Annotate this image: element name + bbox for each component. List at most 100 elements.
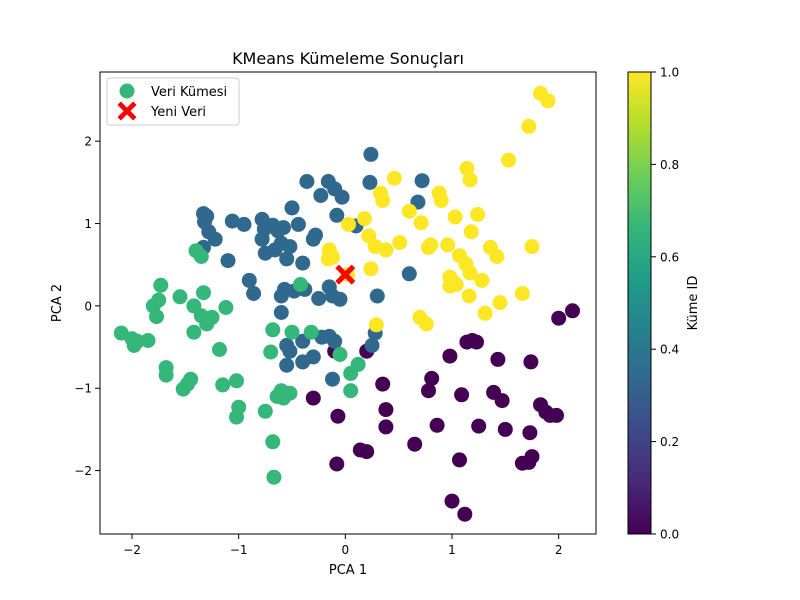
data-point-cluster-0 <box>444 493 460 509</box>
data-point-cluster-0 <box>378 402 394 418</box>
data-point-cluster-3 <box>378 242 394 258</box>
data-point-cluster-3 <box>413 215 429 231</box>
data-point-cluster-0 <box>442 348 458 364</box>
legend-points-label: Veri Kümesi <box>151 85 227 100</box>
y-tick-label: −1 <box>74 382 92 396</box>
data-point-cluster-3 <box>448 277 464 292</box>
data-point-cluster-3 <box>341 216 356 232</box>
y-tick-label: 0 <box>84 299 92 313</box>
data-point-cluster-2 <box>350 356 366 372</box>
data-point-cluster-2 <box>293 277 308 292</box>
data-point-cluster-0 <box>421 383 436 399</box>
data-point-cluster-2 <box>140 333 156 348</box>
data-point-cluster-2 <box>196 285 211 301</box>
y-axis-label: PCA 2 <box>50 284 65 322</box>
data-point-cluster-3 <box>470 207 486 222</box>
data-point-cluster-0 <box>378 419 394 435</box>
data-point-cluster-1 <box>308 227 323 243</box>
data-point-cluster-3 <box>392 235 408 250</box>
data-point-cluster-1 <box>299 174 315 189</box>
legend-new-label: Yeni Veri <box>150 105 206 120</box>
data-point-cluster-1 <box>369 288 385 304</box>
data-point-cluster-0 <box>490 351 506 367</box>
data-point-cluster-3 <box>320 251 336 267</box>
data-point-cluster-3 <box>477 305 493 321</box>
data-point-cluster-0 <box>551 310 567 326</box>
data-point-cluster-3 <box>521 118 537 134</box>
data-point-cluster-0 <box>407 436 423 452</box>
colorbar-tick-label: 0.6 <box>660 250 679 264</box>
data-point-cluster-3 <box>447 209 463 225</box>
data-point-cluster-3 <box>418 316 434 332</box>
data-point-cluster-1 <box>207 231 223 247</box>
y-tick-label: −2 <box>74 464 92 478</box>
x-tick-label: 0 <box>342 543 350 557</box>
data-point-cluster-1 <box>282 343 298 359</box>
colorbar-tick-label: 0.0 <box>660 528 679 542</box>
data-point-cluster-0 <box>359 444 375 460</box>
plot-area <box>99 71 597 535</box>
data-point-cluster-0 <box>454 387 470 403</box>
data-point-cluster-2 <box>215 377 231 393</box>
colorbar: 0.0 0.2 0.4 0.6 0.8 1.0 Küme ID <box>627 66 701 542</box>
data-point-cluster-2 <box>153 277 169 293</box>
data-point-cluster-1 <box>329 207 345 223</box>
data-point-cluster-1 <box>295 255 311 271</box>
data-point-cluster-2 <box>183 371 199 387</box>
colorbar-frame <box>627 71 652 535</box>
data-point-cluster-3 <box>357 211 372 227</box>
data-point-cluster-3 <box>421 239 436 255</box>
data-point-cluster-0 <box>330 408 346 424</box>
data-point-cluster-3 <box>401 203 417 219</box>
data-point-cluster-2 <box>229 373 244 389</box>
data-point-cluster-2 <box>231 399 247 415</box>
data-point-cluster-1 <box>246 286 262 301</box>
x-axis: −2 −1 0 1 2 <box>123 534 562 557</box>
data-point-cluster-2 <box>343 383 359 399</box>
data-point-cluster-2 <box>158 367 174 383</box>
data-point-cluster-3 <box>363 261 379 277</box>
data-point-cluster-3 <box>514 286 530 301</box>
data-point-cluster-3 <box>433 193 449 208</box>
data-point-cluster-3 <box>459 160 475 176</box>
data-point-cluster-1 <box>282 239 298 255</box>
data-point-cluster-2 <box>282 385 298 401</box>
y-axis: −2 −1 0 1 2 <box>74 135 100 478</box>
data-point-cluster-2 <box>212 342 227 357</box>
data-point-cluster-3 <box>375 193 391 208</box>
data-point-cluster-1 <box>295 354 311 370</box>
data-point-cluster-0 <box>469 334 484 350</box>
data-point-cluster-1 <box>224 213 240 229</box>
data-point-cluster-1 <box>325 371 340 387</box>
data-point-cluster-1 <box>414 173 430 189</box>
x-tick-label: 1 <box>448 543 456 557</box>
legend: Veri Kümesi Yeni Veri <box>106 77 240 126</box>
data-point-cluster-2 <box>265 434 281 450</box>
data-point-cluster-2 <box>204 309 220 325</box>
data-point-cluster-0 <box>497 421 513 437</box>
data-point-cluster-3 <box>462 265 478 281</box>
colorbar-tick-label: 0.8 <box>660 158 679 172</box>
y-tick-label: 1 <box>84 217 92 231</box>
legend-points-marker <box>119 83 135 99</box>
data-point-cluster-1 <box>364 337 380 353</box>
data-point-cluster-2 <box>129 333 145 349</box>
data-point-cluster-3 <box>368 317 384 333</box>
data-point-cluster-3 <box>474 272 490 288</box>
data-point-cluster-1 <box>273 305 289 320</box>
data-point-cluster-3 <box>540 93 556 109</box>
data-point-cluster-1 <box>327 333 343 349</box>
data-point-cluster-2 <box>284 324 300 340</box>
data-point-cluster-1 <box>334 189 350 205</box>
data-point-cluster-1 <box>313 188 329 203</box>
data-point-cluster-0 <box>424 370 440 386</box>
y-tick-label: 2 <box>84 135 92 149</box>
data-points <box>113 85 580 522</box>
new-data-point <box>335 264 356 285</box>
data-point-cluster-1 <box>220 253 236 269</box>
data-point-cluster-3 <box>462 172 478 188</box>
data-point-cluster-0 <box>305 390 321 406</box>
x-tick-label: −2 <box>123 543 141 557</box>
data-point-cluster-1 <box>276 220 291 236</box>
data-point-cluster-2 <box>218 300 234 315</box>
